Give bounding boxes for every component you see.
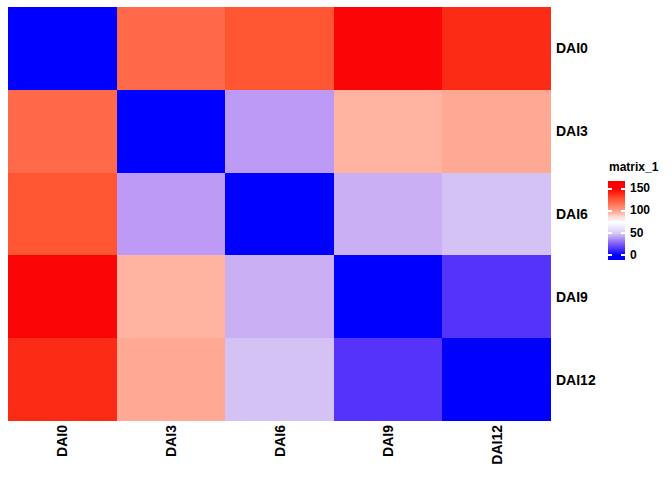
legend-tick-mark <box>608 210 612 212</box>
col-label: DAI0 <box>54 425 70 480</box>
heatmap-cell <box>117 173 226 256</box>
heatmap-cell <box>225 173 334 256</box>
row-label: DAI9 <box>556 289 588 305</box>
heatmap-cell <box>8 338 117 421</box>
legend-tick-mark <box>621 254 625 256</box>
heatmap-cell <box>334 173 443 256</box>
heatmap-cell <box>334 90 443 173</box>
heatmap-cell <box>8 255 117 338</box>
heatmap-cell <box>225 338 334 421</box>
heatmap-cell <box>117 255 226 338</box>
heatmap-cell <box>442 338 551 421</box>
legend-tick-label: 150 <box>630 182 650 194</box>
row-label: DAI12 <box>556 372 596 388</box>
heatmap-cell <box>8 7 117 90</box>
heatmap-cell <box>8 90 117 173</box>
row-label: DAI3 <box>556 123 588 139</box>
legend-tick-mark <box>608 188 612 190</box>
heatmap-cell <box>442 90 551 173</box>
heatmap-cell <box>225 90 334 173</box>
heatmap-cell <box>8 173 117 256</box>
heatmap-figure: DAI0 DAI3 DAI6 DAI9 DAI12 DAI0 DAI3 DAI6 DAI9 DA… <box>0 0 672 480</box>
legend-title: matrix_1 <box>609 160 658 174</box>
legend-tick-mark <box>621 232 625 234</box>
heatmap-cell <box>334 338 443 421</box>
legend-gradient-bar <box>608 181 625 260</box>
heatmap-cell <box>442 7 551 90</box>
heatmap-cell <box>334 7 443 90</box>
heatmap-cell <box>117 90 226 173</box>
col-label: DAI12 <box>489 425 505 480</box>
legend-tick-mark <box>608 254 612 256</box>
col-label: DAI3 <box>163 425 179 480</box>
heatmap-cell <box>442 173 551 256</box>
col-label: DAI6 <box>272 425 288 480</box>
heatmap-cell <box>225 7 334 90</box>
col-label: DAI9 <box>380 425 396 480</box>
legend-tick-label: 100 <box>630 204 650 216</box>
legend-tick-mark <box>621 188 625 190</box>
legend-tick-mark <box>621 210 625 212</box>
row-label: DAI6 <box>556 206 588 222</box>
legend-tick-label: 0 <box>630 249 637 261</box>
heatmap-grid <box>8 7 551 421</box>
heatmap-cell <box>117 338 226 421</box>
row-label: DAI0 <box>556 40 588 56</box>
heatmap-cell <box>334 255 443 338</box>
legend-tick-label: 50 <box>630 227 643 239</box>
legend-tick-mark <box>608 232 612 234</box>
heatmap-cell <box>225 255 334 338</box>
heatmap-cell <box>442 255 551 338</box>
heatmap-cell <box>117 7 226 90</box>
